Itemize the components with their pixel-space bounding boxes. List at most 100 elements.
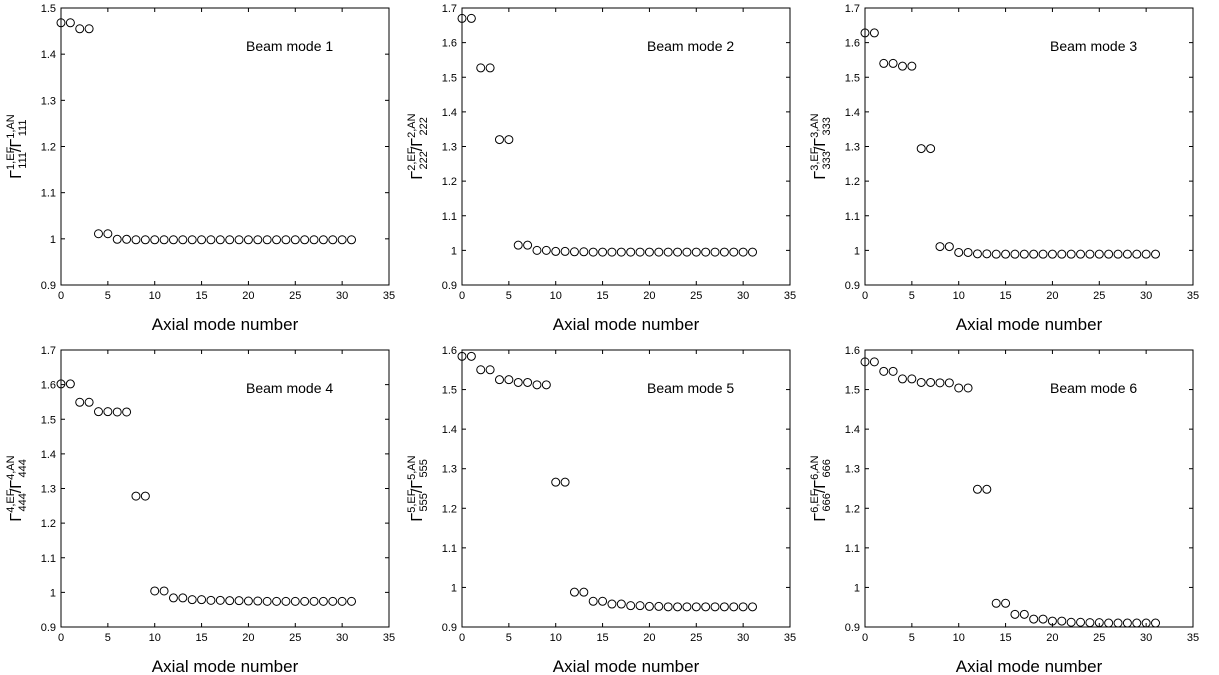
panel-annotation: Beam mode 6: [1050, 380, 1137, 396]
plot-frame: [461, 349, 791, 628]
x-tick-label: 20: [643, 632, 655, 644]
panel-annotation: Beam mode 4: [246, 380, 333, 396]
data-point: [1122, 249, 1132, 259]
data-point: [710, 247, 720, 257]
data-point: [551, 477, 561, 487]
y-axis-label-part: 1,EF: [5, 146, 17, 170]
data-point: [1113, 249, 1123, 259]
x-tick-label: 30: [737, 632, 749, 644]
data-point: [532, 380, 542, 390]
data-point: [1085, 618, 1095, 628]
x-tick-label: 10: [953, 290, 965, 302]
data-point: [588, 596, 598, 606]
data-point: [328, 235, 338, 245]
data-point: [178, 235, 188, 245]
data-point: [150, 235, 160, 245]
y-axis-label-part: 5,EF: [406, 489, 418, 513]
y-axis-label-part: 666: [821, 459, 833, 477]
y-axis-label-part: Γ: [409, 480, 426, 489]
data-point: [197, 595, 207, 605]
data-point: [701, 247, 711, 257]
data-point: [926, 144, 936, 154]
data-point: [178, 593, 188, 603]
data-point: [626, 247, 636, 257]
data-point: [635, 601, 645, 611]
data-point: [897, 61, 907, 71]
data-point: [1010, 609, 1020, 619]
data-point: [1076, 249, 1086, 259]
data-point: [523, 377, 533, 387]
x-tick-label: 15: [999, 290, 1011, 302]
x-tick-label: 0: [862, 632, 868, 644]
data-point: [963, 383, 973, 393]
data-point: [1104, 249, 1114, 259]
x-axis-label: Axial mode number: [553, 657, 700, 675]
y-tick-label: 1.4: [442, 107, 457, 119]
y-tick-label: 1.5: [442, 385, 457, 397]
y-tick-label: 1.4: [41, 49, 56, 61]
x-tick-label: 25: [289, 632, 301, 644]
data-point: [150, 586, 160, 596]
data-point: [654, 601, 664, 611]
y-tick-label: 1: [451, 245, 457, 257]
data-point: [290, 235, 300, 245]
x-tick-label: 30: [336, 290, 348, 302]
y-axis-label-part: Γ: [8, 513, 25, 522]
plot-frame: [864, 7, 1194, 286]
data-point: [112, 407, 122, 417]
data-point: [869, 28, 879, 38]
y-tick-label: 0.9: [41, 280, 56, 292]
data-point: [281, 596, 291, 606]
data-point: [569, 587, 579, 597]
y-tick-label: 0.9: [442, 280, 457, 292]
data-point: [869, 357, 879, 367]
data-point: [112, 234, 122, 244]
y-axis-label-part: 555: [418, 459, 430, 477]
y-tick-label: 1: [50, 234, 56, 246]
data-point: [982, 249, 992, 259]
x-tick-label: 20: [242, 290, 254, 302]
data-point: [93, 407, 103, 417]
data-point: [225, 596, 235, 606]
y-axis-label-part: 3,AN: [809, 113, 821, 138]
x-tick-label: 0: [58, 632, 64, 644]
x-tick-label: 5: [909, 632, 915, 644]
data-point: [318, 596, 328, 606]
data-point: [682, 247, 692, 257]
data-point: [485, 63, 495, 73]
data-point: [560, 246, 570, 256]
plot-frame: [60, 349, 390, 628]
y-axis-label-part: 2,EF: [406, 147, 418, 171]
data-point: [234, 596, 244, 606]
y-tick-label: 1.1: [845, 211, 860, 223]
data-point: [347, 235, 357, 245]
data-point: [963, 247, 973, 257]
data-point: [1132, 618, 1142, 628]
data-point: [1057, 616, 1067, 626]
y-tick-label: 1.2: [442, 503, 457, 515]
data-point: [476, 365, 486, 375]
y-axis-label: Γ1,EF111/Γ1,AN111: [5, 114, 29, 179]
data-point: [673, 247, 683, 257]
data-point: [75, 397, 85, 407]
data-point: [1019, 609, 1029, 619]
y-axis-label-part: 333: [821, 117, 833, 135]
x-tick-label: 25: [690, 632, 702, 644]
chart-panel-1: 0 5 10 15 20 25 30 35 0.9 1 1.1 1.2 1.3 1.4 1.5 Beam mo…: [5, 3, 395, 334]
x-axis-label: Axial mode number: [553, 315, 700, 334]
y-axis-label-part: 4,AN: [5, 455, 17, 480]
data-point: [494, 375, 504, 385]
data-point: [944, 242, 954, 252]
plot-frame: [864, 349, 1194, 628]
x-tick-label: 10: [550, 632, 562, 644]
x-tick-label: 35: [1187, 632, 1199, 644]
y-tick-label: 1.5: [41, 414, 56, 426]
data-point: [616, 599, 626, 609]
data-point: [916, 144, 926, 154]
data-point: [140, 235, 150, 245]
y-tick-label: 1.5: [41, 3, 56, 15]
y-tick-label: 1.1: [41, 553, 56, 565]
x-tick-label: 15: [999, 632, 1011, 644]
y-tick-label: 1.3: [442, 142, 457, 154]
chart-panel-4: 0 5 10 15 20 25 30 35 0.9 1 1.1 1.2 1.3 1.4 1.5 1.6 1.7 B…: [5, 345, 395, 675]
